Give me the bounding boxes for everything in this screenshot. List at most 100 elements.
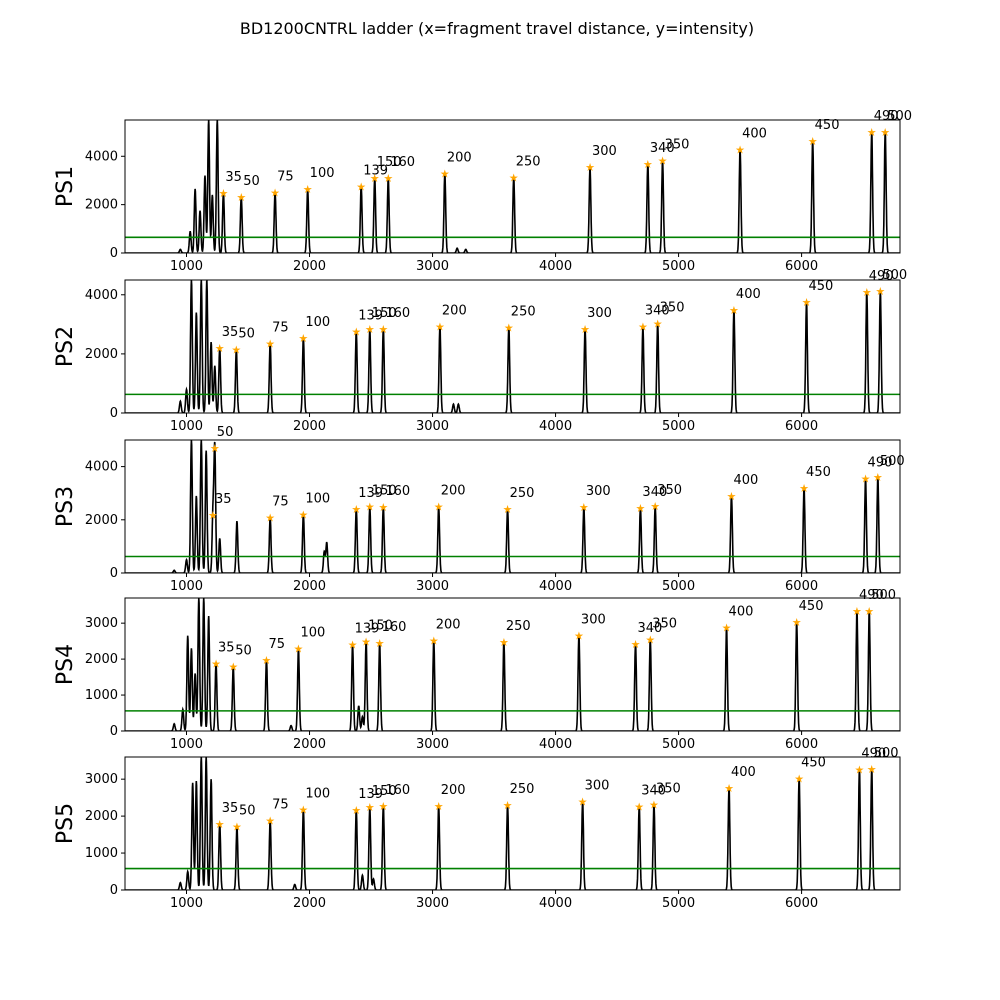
peak-label: 50 [239,803,256,818]
peak-marker-star: ★ [585,161,595,174]
peak-label: 75 [277,169,294,184]
x-tick-label: 6000 [785,579,818,594]
peak-label: 450 [815,118,840,133]
peak-label: 400 [729,604,754,619]
peak-marker-star: ★ [861,473,871,486]
x-tick-label: 5000 [662,737,695,752]
peak-marker-star: ★ [365,801,375,814]
peak-label: 100 [305,491,330,506]
peak-label: 35 [222,801,239,816]
peak-marker-star: ★ [503,799,513,812]
peak-marker-star: ★ [265,815,275,828]
peak-marker-star: ★ [303,183,313,196]
peak-marker-star: ★ [378,800,388,813]
panel-ylabel: PS4 [53,644,78,685]
peak-marker-star: ★ [799,482,809,495]
panels-group: ★ 35 ★ 50 ★ 75 ★ 100 ★ 139 ★ 150 ★ 160 ★ 200 ★ 250 ★ 300 ★ 34… [53,109,912,911]
peak-label: 400 [736,287,761,302]
y-tick-label: 2000 [85,198,118,213]
peak-marker-star: ★ [365,323,375,336]
x-tick-label: 1000 [170,737,203,752]
peak-label: 100 [310,166,335,181]
trace-line [125,120,900,253]
x-tick-label: 1000 [170,896,203,911]
peak-label: 50 [243,174,260,189]
x-tick-label: 5000 [662,419,695,434]
peak-marker-star: ★ [351,503,361,516]
x-tick-label: 5000 [662,259,695,274]
peak-marker-star: ★ [867,763,877,776]
peak-label: 75 [268,637,285,652]
panel-frame [124,279,901,414]
peak-marker-star: ★ [265,338,275,351]
y-tick-label: 0 [110,566,118,581]
peak-label: 300 [585,779,610,794]
x-tick-label: 6000 [785,419,818,434]
panel-ps1: ★35★50★75★100★139★150★160★200★250 ★300★34… [53,109,912,274]
peak-label: 139 [363,163,388,178]
x-tick-label: 4000 [539,259,572,274]
peak-marker-star: ★ [875,285,885,298]
panel-ps2: ★35★50★75★100★139★150★160★200★250★300★34… [53,268,907,434]
peak-marker-star: ★ [211,657,221,670]
peak-label: 250 [506,619,531,634]
peak-marker-star: ★ [509,171,519,184]
panel-ylabel: PS2 [53,326,78,367]
peak-marker-star: ★ [631,638,641,651]
peak-marker-star: ★ [852,605,862,618]
y-tick-label: 0 [110,406,118,421]
x-tick-label: 2000 [293,896,326,911]
peak-marker-star: ★ [361,635,371,648]
panel-frame [124,439,901,574]
peak-label: 200 [447,151,472,166]
peak-label: 200 [441,783,466,798]
x-tick-label: 2000 [293,579,326,594]
peak-label: 150 [377,155,402,170]
panel-frame [124,597,901,732]
peak-marker-star: ★ [218,187,228,200]
peak-marker-star: ★ [365,501,375,514]
peak-marker-star: ★ [880,126,890,139]
figure-title: BD1200CNTRL ladder (x=fragment travel di… [240,19,754,38]
peak-marker-star: ★ [298,508,308,521]
peak-marker-star: ★ [634,801,644,814]
peak-label: 300 [586,484,611,499]
peak-label: 400 [731,765,756,780]
peak-label: 340 [641,784,666,799]
peak-marker-star: ★ [792,616,802,629]
peak-label: 500 [874,746,899,761]
peak-label: 35 [215,492,232,507]
peak-label: 350 [660,300,685,315]
panel-ylabel: PS1 [53,166,78,207]
peak-marker-star: ★ [645,634,655,647]
peak-label: 450 [809,279,834,294]
y-tick-label: 2000 [85,513,118,528]
peak-label: 35 [222,325,239,340]
peak-label: 450 [806,465,831,480]
peak-marker-star: ★ [375,637,385,650]
peak-label: 200 [442,304,467,319]
panel-frame [124,119,901,254]
peak-label: 100 [305,786,330,801]
panel-ps5: ★35★50★75 ★100★139★150★160★200★250★300★34… [53,746,901,911]
x-tick-label: 2000 [293,737,326,752]
peak-marker-star: ★ [658,155,668,168]
peak-marker-star: ★ [867,126,877,139]
y-tick-label: 3000 [85,616,118,631]
peak-label: 160 [385,783,410,798]
panel-ylabel: PS5 [53,803,78,844]
y-tick-label: 3000 [85,772,118,787]
x-tick-label: 1000 [170,259,203,274]
y-tick-label: 2000 [85,652,118,667]
x-tick-label: 3000 [416,419,449,434]
peak-marker-star: ★ [383,172,393,185]
peak-marker-star: ★ [650,500,660,513]
peak-marker-star: ★ [228,661,238,674]
peak-label: 500 [871,588,896,603]
peak-label: 160 [382,620,407,635]
peak-label: 300 [581,612,606,627]
x-tick-label: 2000 [293,419,326,434]
x-tick-label: 4000 [539,737,572,752]
peak-marker-star: ★ [232,820,242,833]
